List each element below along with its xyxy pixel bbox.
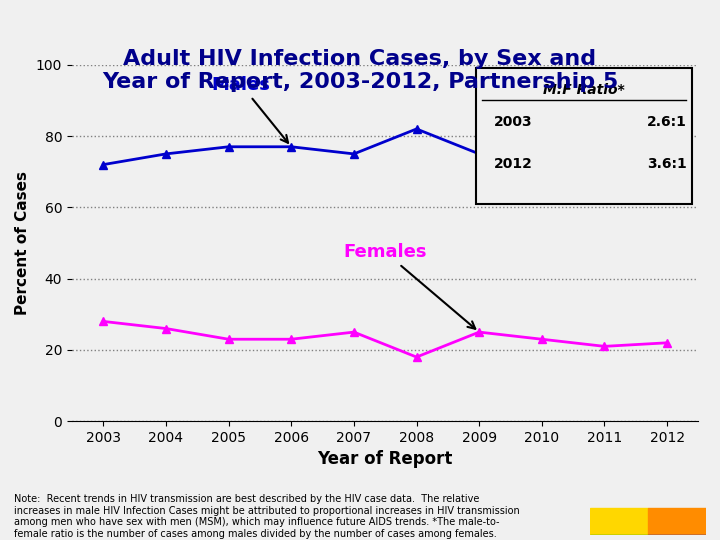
Text: Note:  Recent trends in HIV transmission are best described by the HIV case data: Note: Recent trends in HIV transmission …	[14, 494, 520, 539]
Text: M:F Ratio*: M:F Ratio*	[543, 83, 625, 97]
Bar	[590, 535, 648, 540]
Bar	[648, 508, 706, 535]
Text: 2.6:1: 2.6:1	[647, 114, 687, 129]
Bar	[590, 508, 648, 535]
X-axis label: Year of Report: Year of Report	[318, 450, 453, 469]
Bar	[648, 535, 706, 540]
Text: Males: Males	[212, 76, 288, 143]
Bar	[476, 69, 692, 204]
Text: 2012: 2012	[494, 158, 533, 172]
Y-axis label: Percent of Cases: Percent of Cases	[15, 171, 30, 315]
Text: 2003: 2003	[495, 114, 533, 129]
Text: Adult HIV Infection Cases, by Sex and
Year of Report, 2003-2012, Partnership 5: Adult HIV Infection Cases, by Sex and Ye…	[102, 49, 618, 92]
Text: Females: Females	[343, 243, 475, 329]
Text: 3.6:1: 3.6:1	[647, 158, 687, 172]
